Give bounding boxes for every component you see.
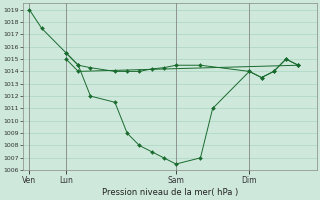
X-axis label: Pression niveau de la mer( hPa ): Pression niveau de la mer( hPa ): [102, 188, 238, 197]
